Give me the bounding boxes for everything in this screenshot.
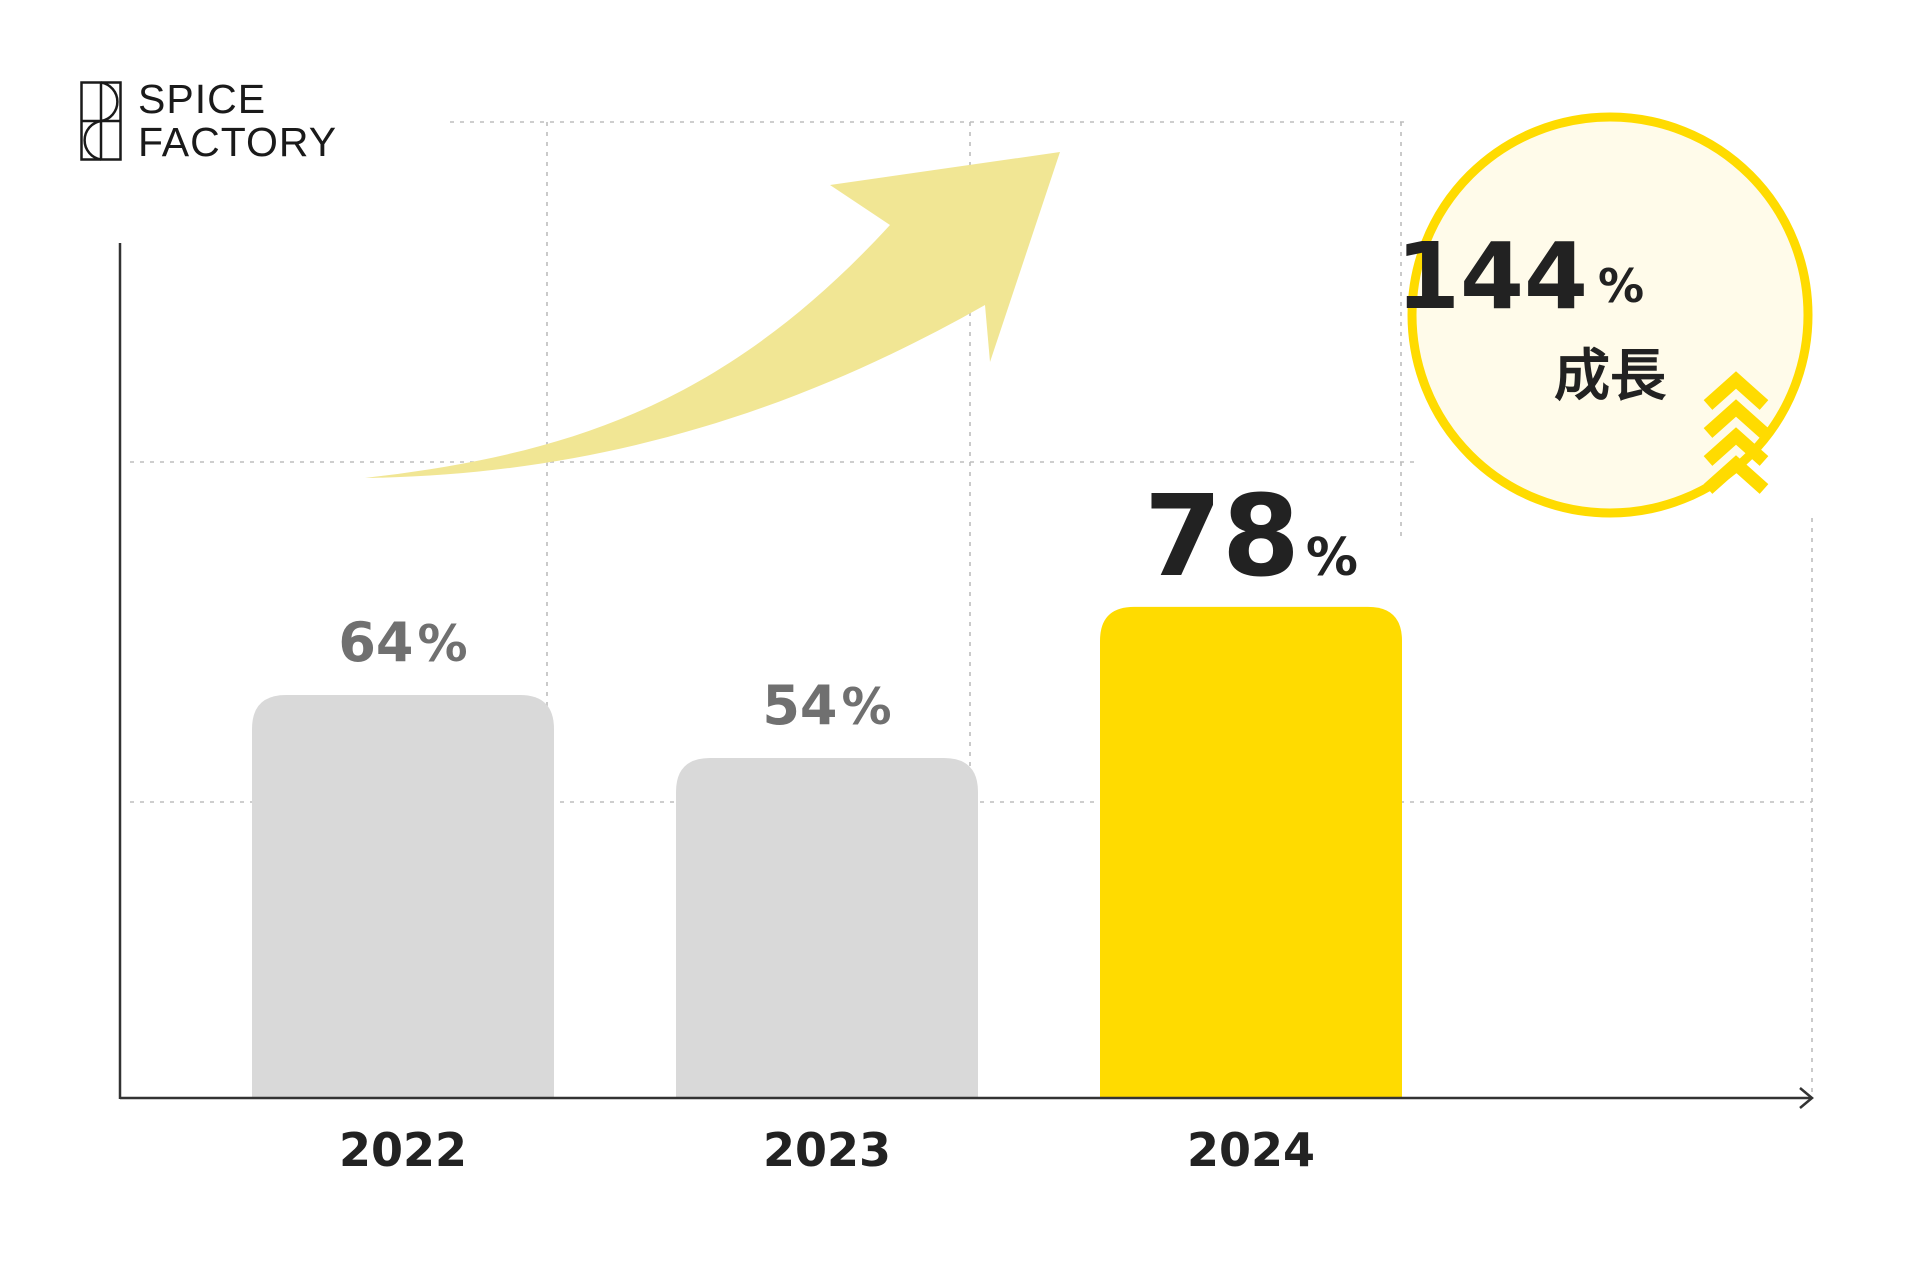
- growth-arrow-icon: [365, 152, 1060, 478]
- bar-2023: [676, 758, 978, 1098]
- growth-badge-value: 144: [1396, 223, 1588, 330]
- bar-value-label-2022: 64%: [338, 611, 467, 674]
- up-chevrons-icon: [1703, 371, 1769, 494]
- brand-logo: SPICE FACTORY: [80, 78, 337, 164]
- spice-factory-logo-mark-icon: [80, 81, 122, 161]
- brand-name: SPICE FACTORY: [138, 78, 337, 164]
- brand-name-line1: SPICE: [138, 76, 267, 122]
- bar-2022: [252, 695, 554, 1098]
- bar-value-label-2023: 54%: [762, 674, 891, 737]
- bars: [252, 606, 1402, 1098]
- growth-badge: 144 % 成長: [1396, 112, 1813, 518]
- x-tick-label-2023: 2023: [763, 1123, 891, 1177]
- x-tick-label-2024: 2024: [1187, 1123, 1315, 1177]
- growth-badge-circle: [1407, 112, 1813, 518]
- growth-badge-unit: %: [1598, 259, 1644, 313]
- brand-name-line2: FACTORY: [138, 119, 338, 165]
- x-tick-label-2022: 2022: [339, 1123, 467, 1177]
- bar-value-labels: 64% 54% 78%: [338, 472, 1358, 737]
- x-axis-arrow-icon: [1799, 1087, 1814, 1109]
- bar-2024: [1100, 606, 1402, 1098]
- bar-value-label-2024: 78%: [1144, 472, 1358, 602]
- x-tick-labels: 2022 2023 2024: [339, 1123, 1315, 1177]
- growth-badge-label: 成長: [1554, 344, 1667, 409]
